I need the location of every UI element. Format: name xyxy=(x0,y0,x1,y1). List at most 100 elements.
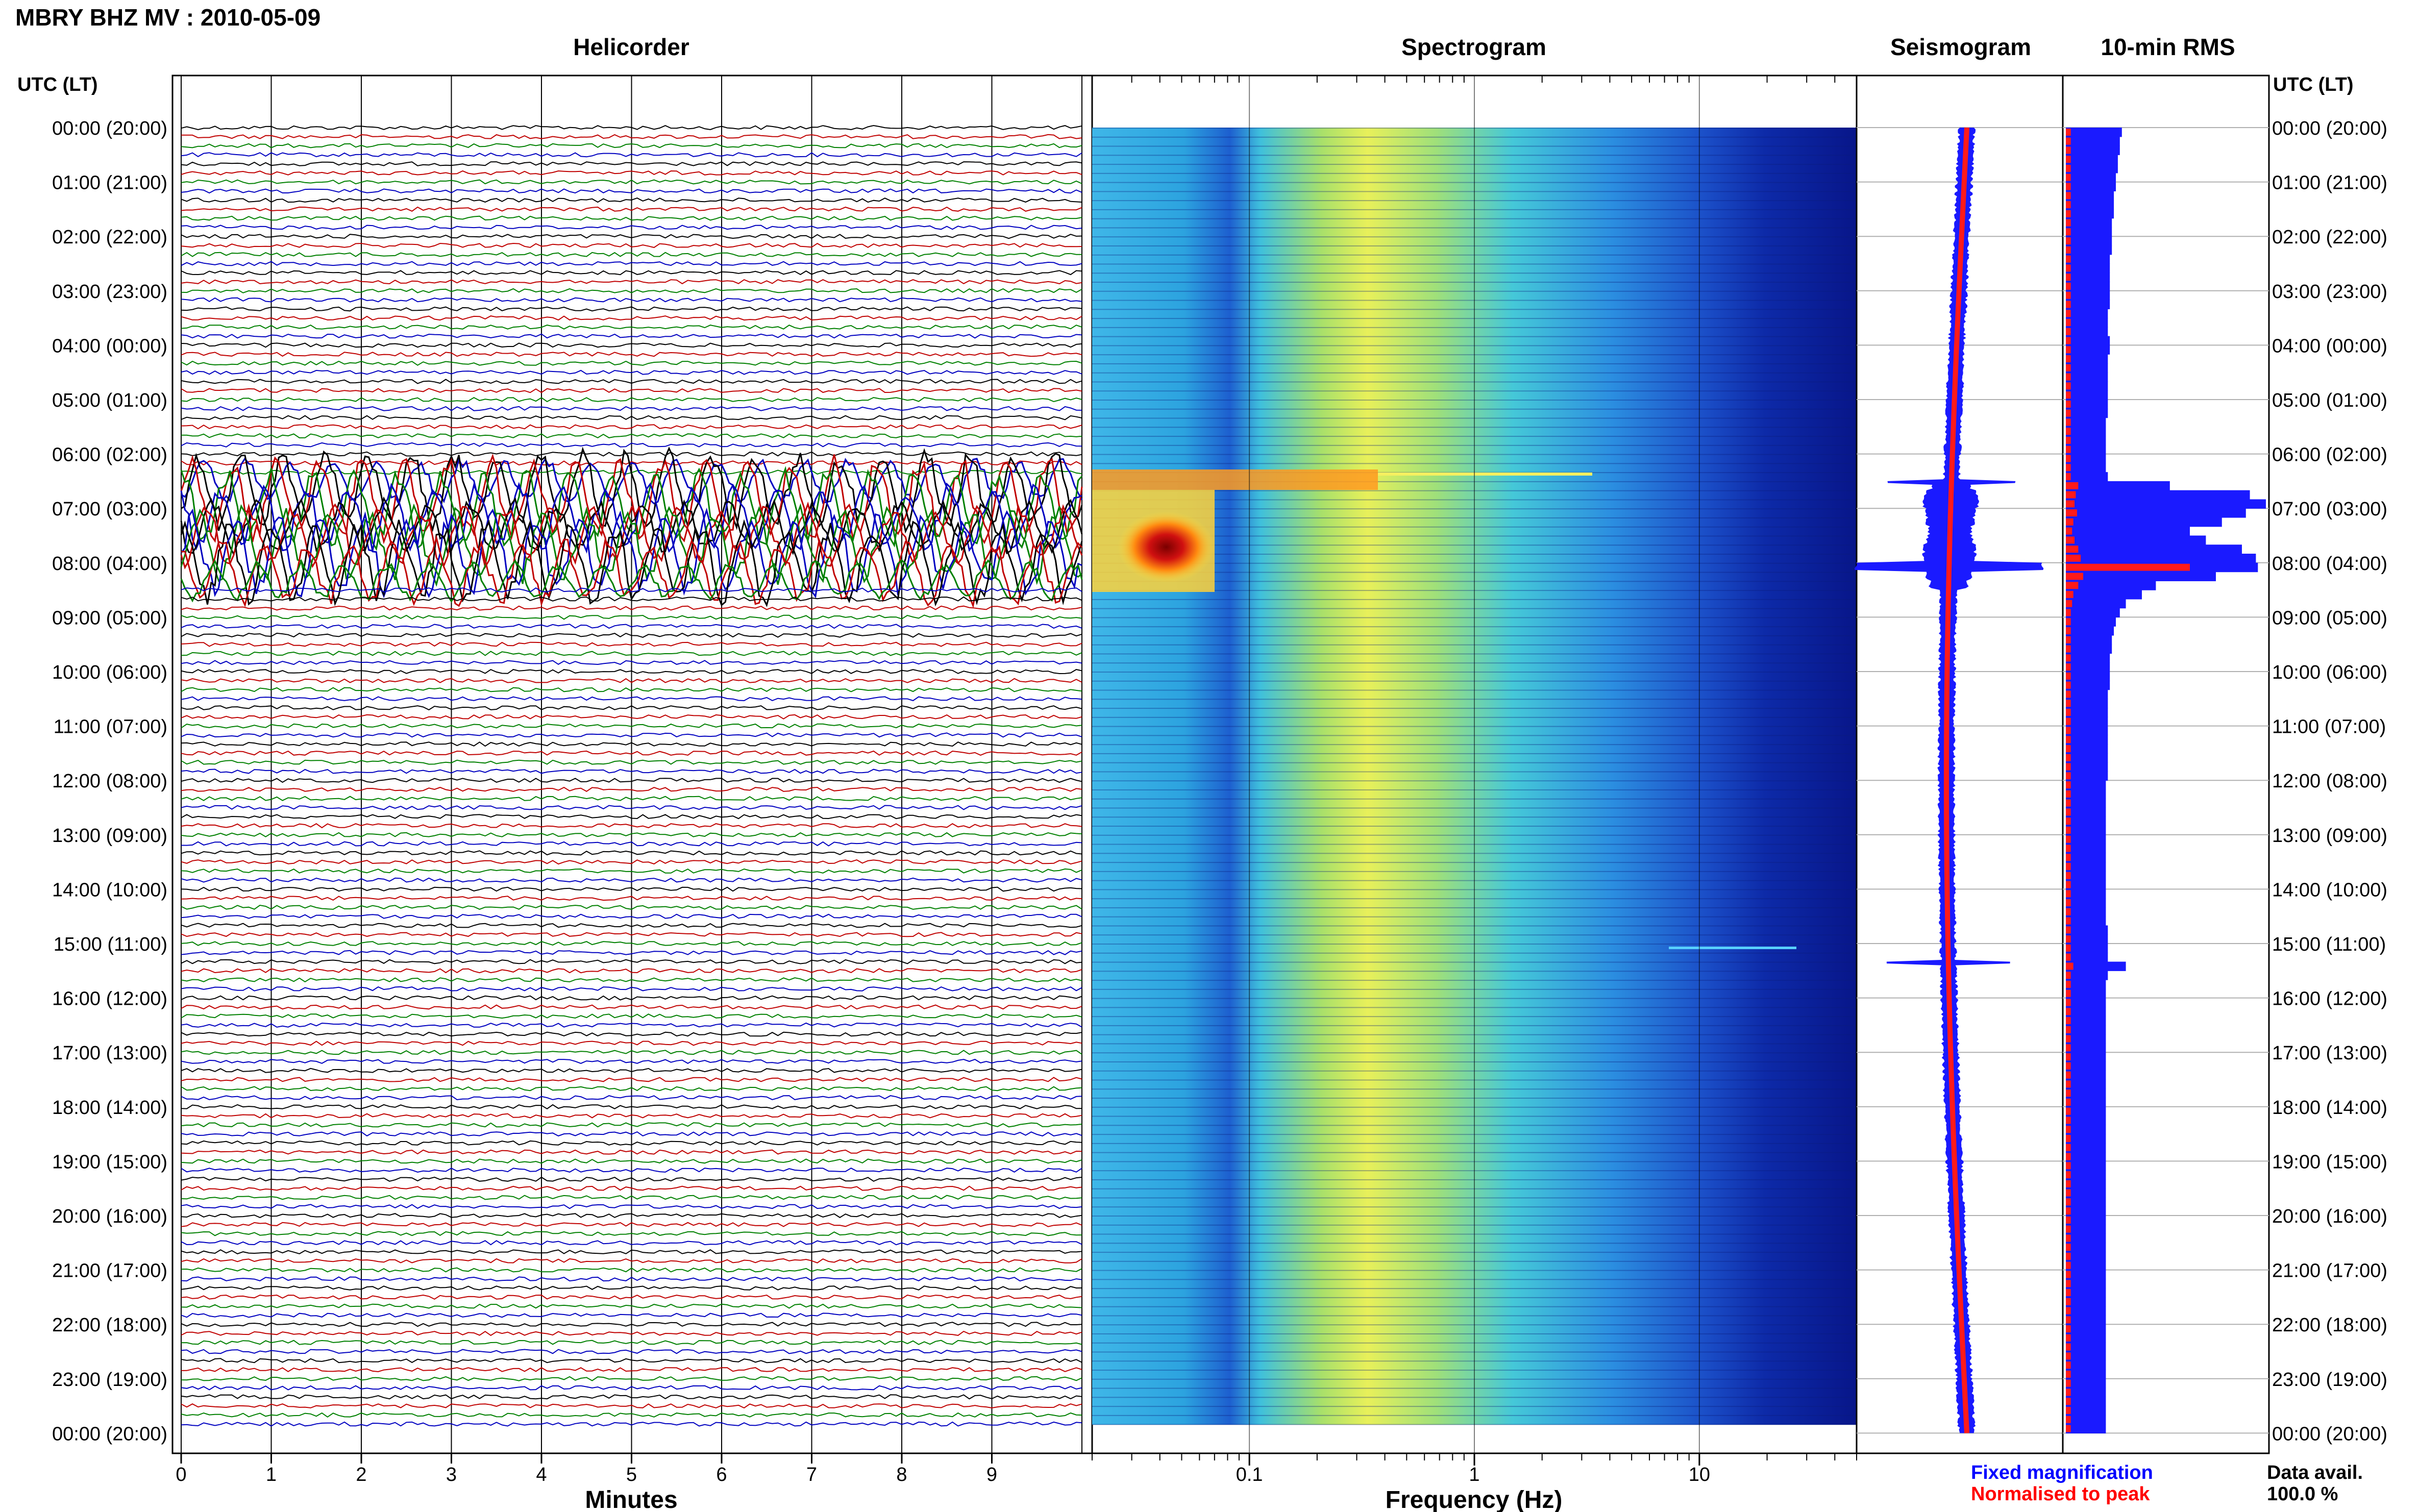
time-label-right: 17:00 (13:00) xyxy=(2272,1043,2387,1064)
rms-bar-normalised xyxy=(2066,409,2071,417)
rms-bar-fixed xyxy=(2066,535,2206,545)
helicorder-trace xyxy=(181,288,1082,293)
rms-bar-fixed xyxy=(2066,880,2106,890)
rms-bar-normalised xyxy=(2066,536,2075,544)
rms-bar-normalised xyxy=(2066,763,2071,771)
time-label-left: 20:00 (16:00) xyxy=(52,1206,167,1227)
rms-bar-normalised xyxy=(2066,736,2071,743)
rms-bar-fixed xyxy=(2066,1397,2106,1406)
rms-bar-fixed xyxy=(2066,490,2250,500)
legend-fixed-magnification: Fixed magnification xyxy=(1971,1462,2153,1483)
rms-bar-normalised xyxy=(2066,264,2071,272)
time-label-left: 16:00 (12:00) xyxy=(52,988,167,1010)
rms-bar-normalised xyxy=(2066,872,2071,879)
rms-bar-fixed xyxy=(2066,844,2106,853)
time-label-left: 21:00 (17:00) xyxy=(52,1260,167,1282)
rms-bar-normalised xyxy=(2066,156,2071,163)
rms-bar-normalised xyxy=(2066,137,2071,145)
helicorder-trace xyxy=(181,315,1082,321)
rms-bar-fixed xyxy=(2066,826,2106,835)
helicorder-trace xyxy=(181,1185,1082,1191)
rms-bar-fixed xyxy=(2066,1125,2106,1134)
rms-bar-fixed xyxy=(2066,209,2114,219)
helicorder-trace xyxy=(181,1222,1082,1227)
rms-bar-fixed xyxy=(2066,988,2106,999)
helicorder-trace xyxy=(181,152,1082,158)
rms-bar-fixed xyxy=(2066,454,2106,463)
rms-bar-fixed xyxy=(2066,318,2108,328)
helicorder-trace xyxy=(181,1403,1082,1409)
rms-bar-fixed xyxy=(2066,653,2110,663)
time-label-left: 08:00 (04:00) xyxy=(52,553,167,575)
helicorder-trace xyxy=(181,1376,1082,1381)
rms-bar-fixed xyxy=(2066,1170,2106,1180)
rms-bar-normalised xyxy=(2066,1334,2071,1342)
helicorder-x-tick-label: 5 xyxy=(626,1464,637,1485)
helicorder-trace xyxy=(181,1358,1082,1364)
rms-bar-normalised xyxy=(2066,491,2076,499)
rms-bar-normalised xyxy=(2066,917,2071,925)
helicorder-trace xyxy=(181,424,1082,430)
helicorder-title: Helicorder xyxy=(573,34,689,60)
rms-bar-normalised xyxy=(2066,310,2071,317)
rms-bar-fixed xyxy=(2066,590,2142,600)
helicorder-trace xyxy=(181,1231,1082,1236)
spectrogram-event-band xyxy=(1092,469,1378,490)
rms-bar-normalised xyxy=(2066,799,2071,807)
rms-bar-normalised xyxy=(2066,546,2079,553)
rms-bar-fixed xyxy=(2066,1333,2106,1343)
rms-bar-normalised xyxy=(2066,845,2071,852)
rms-bar-fixed xyxy=(2066,1288,2106,1298)
helicorder-trace xyxy=(181,379,1082,384)
rms-bar-fixed xyxy=(2066,236,2112,246)
helicorder-trace xyxy=(181,1031,1082,1037)
helicorder-trace xyxy=(181,1267,1082,1273)
helicorder-trace xyxy=(181,369,1082,375)
helicorder-x-tick-label: 8 xyxy=(896,1464,907,1485)
rms-bar-normalised xyxy=(2066,1117,2071,1124)
rms-bar-fixed xyxy=(2066,662,2110,672)
rms-bar-fixed xyxy=(2066,608,2120,618)
rms-bar-fixed xyxy=(2066,853,2106,862)
rms-bar-normalised xyxy=(2066,445,2071,453)
helicorder-trace xyxy=(181,660,1082,665)
rms-bar-fixed xyxy=(2066,744,2108,754)
helicorder-trace xyxy=(181,1303,1082,1309)
time-label-right: 09:00 (05:00) xyxy=(2272,607,2387,629)
rms-bar-normalised xyxy=(2066,1261,2071,1269)
rms-bar-fixed xyxy=(2066,1360,2106,1370)
helicorder-trace xyxy=(181,1004,1082,1010)
rms-bar-normalised xyxy=(2066,464,2071,472)
helicorder-trace xyxy=(181,306,1082,312)
rms-bar-fixed xyxy=(2066,272,2110,282)
rms-bar-fixed xyxy=(2066,136,2120,146)
rms-bar-normalised xyxy=(2066,1180,2071,1187)
rms-bar-fixed xyxy=(2066,1279,2106,1288)
rms-bar-normalised xyxy=(2066,337,2071,344)
helicorder-trace xyxy=(181,1385,1082,1391)
time-label-left: 12:00 (08:00) xyxy=(52,771,167,792)
rms-bar-normalised xyxy=(2066,455,2071,462)
time-label-left: 19:00 (15:00) xyxy=(52,1151,167,1173)
rms-bar-fixed xyxy=(2066,1016,2106,1026)
helicorder-trace xyxy=(180,453,1083,544)
rms-bar-fixed xyxy=(2066,227,2112,237)
rms-bar-normalised xyxy=(2066,690,2071,698)
rms-bar-normalised xyxy=(2066,582,2079,589)
helicorder-trace xyxy=(181,333,1082,339)
helicorder-trace xyxy=(180,503,1082,587)
helicorder-trace xyxy=(181,959,1082,964)
rms-bar-fixed xyxy=(2066,726,2108,735)
rms-bar-normalised xyxy=(2066,1171,2071,1178)
helicorder-trace xyxy=(181,197,1082,203)
rms-bar-normalised xyxy=(2066,817,2071,825)
spectrogram-peak xyxy=(1118,511,1215,583)
rms-bar-normalised xyxy=(2066,518,2074,526)
time-label-left: 00:00 (20:00) xyxy=(52,118,167,139)
rms-bar-normalised xyxy=(2066,700,2071,707)
helicorder-trace xyxy=(181,1068,1082,1073)
helicorder-trace xyxy=(181,1412,1082,1418)
helicorder-trace xyxy=(181,1158,1082,1164)
rms-bar-fixed xyxy=(2066,898,2106,908)
